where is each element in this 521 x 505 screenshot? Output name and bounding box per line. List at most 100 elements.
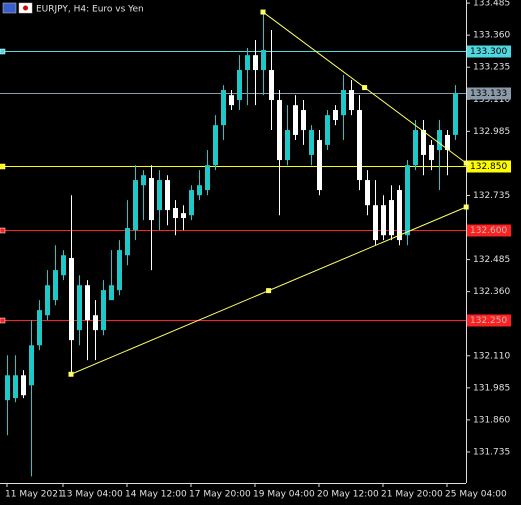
- candle-body: [429, 144, 434, 161]
- x-tick-label: 13 May 04:00: [61, 490, 123, 500]
- candle-body: [133, 180, 138, 231]
- candle-body: [173, 208, 178, 219]
- candle-body: [293, 105, 298, 135]
- y-tick-label: 133.360: [473, 31, 510, 41]
- level-label-box: [467, 160, 511, 173]
- candle-body: [389, 200, 394, 236]
- candle-body: [197, 185, 202, 196]
- level-anchor: [0, 227, 6, 234]
- candle-body: [405, 165, 410, 236]
- y-tick-label: 132.485: [473, 255, 510, 265]
- candle-body: [357, 110, 362, 181]
- candle-body: [21, 375, 26, 396]
- trend-handle: [362, 85, 368, 91]
- y-tick-label: 132.110: [473, 351, 510, 361]
- candle-body: [205, 165, 210, 191]
- level-label-box: [467, 224, 511, 237]
- x-tick-label: 19 May 04:00: [253, 490, 315, 500]
- x-tick-label: 17 May 20:00: [189, 490, 251, 500]
- flag-jp-dot: [23, 5, 28, 11]
- candle-body: [341, 90, 346, 116]
- candle-body: [157, 180, 162, 211]
- level-label: 132.600: [470, 226, 507, 236]
- candle-body: [253, 55, 258, 71]
- candle-body: [53, 270, 58, 301]
- level-label: 133.133: [470, 89, 507, 99]
- candle-body: [269, 70, 274, 101]
- level-anchor: [0, 48, 6, 55]
- candle-body: [237, 70, 242, 101]
- candle-body: [349, 90, 354, 111]
- candle-body: [421, 130, 426, 155]
- candle-body: [309, 130, 314, 155]
- candle-body: [37, 310, 42, 346]
- candle-body: [453, 93, 458, 135]
- y-tick-label: 131.735: [473, 447, 510, 457]
- candle-body: [437, 130, 442, 151]
- level-label: 132.250: [470, 316, 507, 326]
- candle-body: [125, 228, 130, 256]
- candle-body: [333, 110, 338, 121]
- trend-handle: [266, 288, 272, 294]
- x-tick-label: 14 May 12:00: [125, 490, 187, 500]
- trend-handle: [463, 204, 469, 210]
- level-label-box: [467, 314, 511, 327]
- candle-body: [365, 180, 370, 206]
- y-tick-label: 132.985: [473, 127, 510, 137]
- candle-body: [221, 90, 226, 126]
- y-tick-label: 132.360: [473, 287, 510, 297]
- candle-body: [141, 175, 146, 186]
- x-tick-label: 20 May 12:00: [317, 490, 379, 500]
- candle-body: [13, 375, 18, 399]
- candle-body: [5, 375, 10, 401]
- candle-body: [413, 130, 418, 166]
- trend-handle: [463, 160, 469, 166]
- candle-body: [373, 205, 378, 241]
- candle-body: [245, 55, 250, 71]
- y-tick-label: 133.235: [473, 63, 510, 73]
- candle-body: [213, 125, 218, 166]
- level-label: 132.850: [470, 162, 507, 172]
- trend-handle: [260, 9, 266, 15]
- candle-body: [229, 95, 234, 106]
- candle-body: [285, 130, 290, 161]
- candle-body: [29, 345, 34, 386]
- trend-handle: [68, 371, 74, 377]
- x-tick-label: 25 May 04:00: [445, 490, 507, 500]
- candle-body: [189, 190, 194, 216]
- flag-eu: [2, 2, 17, 14]
- symbol-icon: [2, 2, 33, 14]
- level-anchor: [0, 317, 6, 324]
- candle-body: [117, 250, 122, 291]
- candle-body: [277, 100, 282, 161]
- candle-body: [61, 255, 66, 276]
- candle-body: [325, 115, 330, 145]
- candle-body: [301, 110, 306, 131]
- level-anchor: [0, 163, 6, 170]
- y-tick-label: 133.485: [473, 0, 510, 9]
- candle-body: [181, 213, 186, 219]
- candle-body: [109, 285, 114, 301]
- y-tick-label: 131.985: [473, 383, 510, 393]
- y-tick-label: 132.735: [473, 191, 510, 201]
- candle-body: [317, 140, 322, 191]
- level-label-box: [467, 87, 511, 100]
- candle-body: [381, 205, 386, 236]
- candle-body: [445, 134, 450, 151]
- candle-body: [77, 285, 82, 331]
- level-label-box: [467, 45, 511, 58]
- chart-title: EURJPY, H4: Euro vs Yen: [36, 5, 144, 15]
- x-tick-label: 11 May 2021: [5, 490, 64, 500]
- candle-body: [261, 50, 266, 71]
- candle-body: [397, 190, 402, 241]
- candle-body: [149, 178, 154, 221]
- candle-body: [101, 290, 106, 331]
- level-label: 133.300: [470, 47, 507, 57]
- candle-body: [93, 315, 98, 331]
- x-tick-label: 21 May 20:00: [381, 490, 443, 500]
- y-tick-label: 133.110: [473, 95, 510, 105]
- candle-body: [45, 285, 50, 316]
- y-tick-label: 131.860: [473, 415, 510, 425]
